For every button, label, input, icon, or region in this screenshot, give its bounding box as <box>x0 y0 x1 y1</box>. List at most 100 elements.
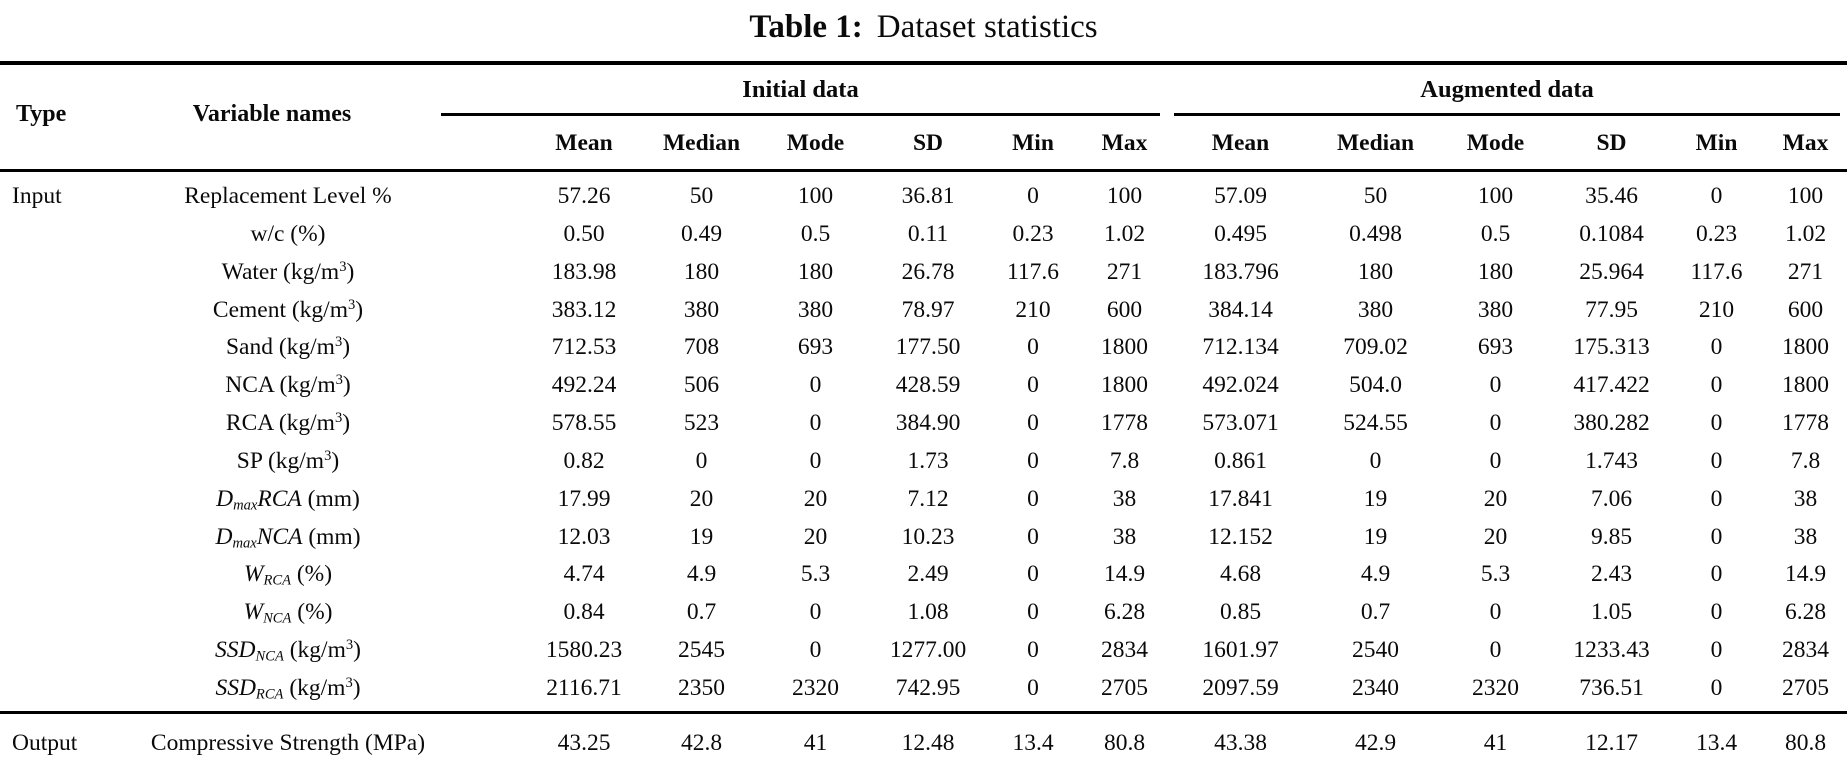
value-cell: 504.0 <box>1349 372 1402 399</box>
value-cell: 380 <box>683 296 720 323</box>
value-cell: 0 <box>1027 334 1039 361</box>
value-cell: 7.8 <box>1109 447 1140 474</box>
stat-header-initial-sd: SD <box>912 130 944 156</box>
value-cell: 2834 <box>1101 637 1148 664</box>
value-cell: 380 <box>1357 296 1394 323</box>
table-row: WRCA (%) 4.74 4.9 5.3 2.49 0 14.9 4.68 4.9 5.3 2.4… <box>0 556 1847 594</box>
value-cell: 20 <box>803 485 828 512</box>
value-cell: 417.422 <box>1573 372 1650 399</box>
group-header-augmented: Augmented data <box>1167 63 1847 116</box>
value-cell: 2705 <box>1782 674 1830 701</box>
value-cell: 492.024 <box>1202 372 1279 399</box>
table-row: Cement (kg/m3) 383.12 380 380 78.97 210 600 384… <box>0 292 1847 330</box>
value-cell: 50 <box>689 183 714 209</box>
value-cell: 2320 <box>1472 674 1519 701</box>
value-cell: 384.90 <box>895 410 961 437</box>
table-row: NCA (kg/m3) 492.24 506 0 428.59 0 1800 492.024 5… <box>0 367 1847 405</box>
value-cell: 19 <box>689 523 714 550</box>
output-row: Output Compressive Strength (MPa) 43.25 42.… <box>0 710 1847 778</box>
stat-header-initial-min: Min <box>1012 130 1054 156</box>
variable-name-cell: Sand (kg/m3) <box>225 334 351 361</box>
value-cell: 712.53 <box>551 334 617 361</box>
table-row: RCA (kg/m3) 578.55 523 0 384.90 0 1778 573.071 5… <box>0 405 1847 443</box>
value-cell: 0 <box>1027 674 1039 701</box>
value-cell: 693 <box>1477 334 1514 361</box>
value-cell: 1800 <box>1101 334 1148 361</box>
value-cell: 10.23 <box>901 523 955 550</box>
variable-name-cell: Water (kg/m3) <box>221 258 355 285</box>
value-cell: 2705 <box>1101 674 1148 701</box>
type-cell: Output <box>0 710 110 778</box>
stat-header-augmented-mode: Mode <box>1466 130 1525 156</box>
value-cell: 1.73 <box>907 447 949 474</box>
value-cell: 0.84 <box>563 599 605 626</box>
variable-name-cell: Replacement Level % <box>184 183 392 209</box>
value-cell: 78.97 <box>901 296 955 323</box>
col-header-variable: Variable names <box>192 100 352 127</box>
value-cell: 0.82 <box>563 447 605 474</box>
value-cell: 1277.00 <box>889 637 967 664</box>
value-cell: 41 <box>1437 710 1554 778</box>
value-cell: 80.8 <box>1082 710 1167 778</box>
value-cell: 1.02 <box>1784 220 1827 247</box>
paper-page: Table 1: Dataset statistics Type Variable… <box>0 6 1847 778</box>
value-cell: 1800 <box>1101 372 1148 399</box>
value-cell: 428.59 <box>895 372 961 399</box>
variable-name-cell: SSDNCA (kg/m3) <box>215 637 361 665</box>
value-cell: 0.23 <box>1695 220 1738 247</box>
value-cell: 42.9 <box>1314 710 1437 778</box>
value-cell: 0 <box>1027 410 1039 437</box>
value-cell: 0.5 <box>1480 220 1511 247</box>
value-cell: 180 <box>683 258 720 285</box>
table-row: SSDNCA (kg/m3) 1580.23 2545 0 1277.00 0 2834 16… <box>0 632 1847 670</box>
value-cell: 42.8 <box>644 710 759 778</box>
type-cell <box>0 556 110 594</box>
value-cell: 1233.43 <box>1573 637 1650 664</box>
value-cell: 0.49 <box>680 220 723 247</box>
value-cell: 117.6 <box>1690 258 1743 285</box>
value-cell: 1800 <box>1782 334 1830 361</box>
value-cell: 384.14 <box>1208 296 1273 323</box>
value-cell: 1580.23 <box>545 637 623 664</box>
value-cell: 492.24 <box>551 372 617 399</box>
value-cell: 1601.97 <box>1202 637 1279 664</box>
value-cell: 0 <box>1710 523 1723 550</box>
value-cell: 0.50 <box>563 220 605 247</box>
value-cell: 38 <box>1793 485 1818 512</box>
table-row: DmaxNCA (mm) 12.03 19 20 10.23 0 38 12.152 19 20 9… <box>0 519 1847 557</box>
type-cell <box>0 405 110 443</box>
value-cell: 506 <box>683 372 720 399</box>
group-header-initial-label: Initial data <box>441 65 1160 116</box>
value-cell: 0.23 <box>1012 220 1054 247</box>
table-caption: Table 1: Dataset statistics <box>0 6 1847 48</box>
value-cell: 14.9 <box>1784 561 1827 588</box>
variable-name-cell: SP (kg/m3) <box>236 447 340 474</box>
value-cell: 600 <box>1787 296 1824 323</box>
value-cell: 100 <box>1477 183 1514 209</box>
value-cell: 183.98 <box>551 258 617 285</box>
value-cell: 9.85 <box>1590 523 1633 550</box>
value-cell: 38 <box>1112 523 1137 550</box>
value-cell: 180 <box>1357 258 1394 285</box>
value-cell: 742.95 <box>895 674 961 701</box>
value-cell: 180 <box>1477 258 1514 285</box>
type-cell <box>0 632 110 670</box>
value-cell: 0 <box>1027 637 1039 664</box>
value-cell: 0 <box>1027 372 1039 399</box>
value-cell: 43.25 <box>434 710 644 778</box>
type-cell <box>0 443 110 481</box>
value-cell: 6.28 <box>1784 599 1827 626</box>
value-cell: 0 <box>1489 447 1502 474</box>
table-header: Type Variable names Initial data Augment… <box>0 63 1847 171</box>
value-cell: 38 <box>1112 485 1137 512</box>
type-cell <box>0 481 110 519</box>
value-cell: 708 <box>683 334 720 361</box>
variable-name-cell: DmaxRCA (mm) <box>216 485 360 514</box>
value-cell: 43.38 <box>1167 710 1314 778</box>
value-cell: 0 <box>1710 599 1723 626</box>
value-cell: 7.12 <box>907 485 949 512</box>
value-cell: 183.796 <box>1202 258 1279 285</box>
stat-header-row: Mean Median Mode SD Min Max Mean Median Mode SD Mi… <box>0 116 1847 171</box>
value-cell: 180 <box>797 258 834 285</box>
value-cell: 50 <box>1363 183 1388 209</box>
